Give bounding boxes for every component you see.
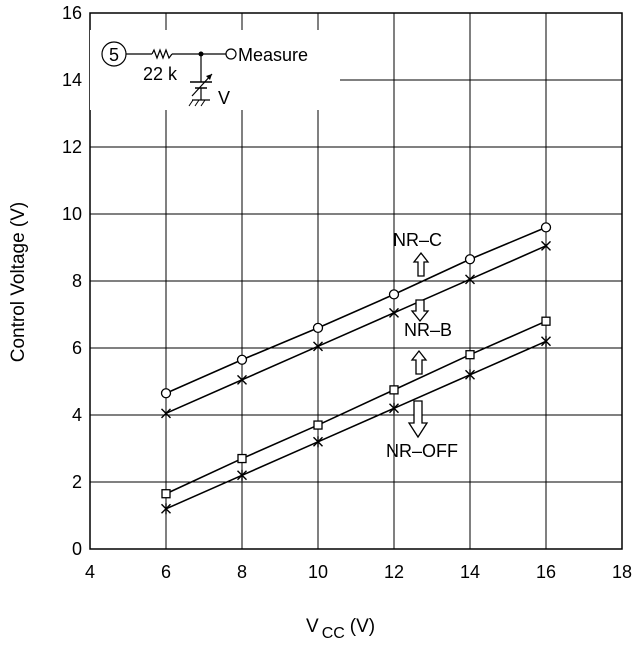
- x-tick-label-1: 6: [161, 562, 171, 582]
- y-tick-label-5: 10: [62, 204, 82, 224]
- label-nr-off: NR–OFF: [386, 441, 458, 461]
- point-s3-0: [161, 503, 171, 515]
- y-tick-label-0: 0: [72, 539, 82, 559]
- x-tick-label-7: 18: [612, 562, 632, 582]
- y-tick-label-7: 14: [62, 70, 82, 90]
- inset-circuit: 5 Measure 22 k V: [90, 30, 340, 110]
- arrow-up-nr-c-icon: [412, 251, 430, 277]
- series-line-1: [165, 245, 547, 415]
- point-s2-0: [161, 489, 171, 499]
- point-s3-1: [237, 469, 247, 481]
- point-s3-4: [465, 369, 475, 381]
- series-line-0: [165, 226, 547, 394]
- point-s3-5: [541, 335, 551, 347]
- plot-frame: [89, 12, 623, 550]
- y-tick-label-3: 6: [72, 338, 82, 358]
- pin-label: 5: [109, 45, 119, 65]
- source-label: V: [218, 88, 230, 108]
- y-tick-label-8: 16: [62, 3, 82, 23]
- point-s2-3: [389, 385, 399, 395]
- series-line-3: [165, 340, 547, 510]
- resistor-icon: [151, 48, 173, 60]
- x-tick-label-5: 14: [460, 562, 480, 582]
- point-s3-2: [313, 436, 323, 448]
- x-tick-label-0: 4: [85, 562, 95, 582]
- series-line-2: [165, 320, 547, 495]
- y-tick-label-4: 8: [72, 271, 82, 291]
- label-nr-c: NR–C: [393, 230, 442, 250]
- measure-terminal-icon: [225, 48, 237, 60]
- resistor-label: 22 k: [143, 64, 178, 84]
- point-s0-3: [388, 289, 400, 300]
- point-s0-0: [160, 388, 172, 399]
- y-tick-labels: 0 2 4 6 8 10 12 14 16: [62, 3, 82, 559]
- x-tick-label-6: 16: [536, 562, 556, 582]
- point-s2-4: [465, 350, 475, 360]
- point-s0-2: [312, 322, 324, 334]
- arrow-down-nr-b-icon: [410, 299, 430, 323]
- point-s2-1: [237, 453, 247, 464]
- x-axis-label-unit: (V): [350, 616, 375, 637]
- point-s0-5: [540, 222, 552, 233]
- x-tick-label-4: 12: [384, 562, 404, 582]
- measure-label: Measure: [238, 45, 308, 65]
- point-s1-5: [541, 240, 551, 251]
- label-nr-b: NR–B: [404, 320, 452, 340]
- x-axis-label-sub: CC: [322, 625, 345, 642]
- point-s0-1: [236, 354, 248, 365]
- point-s1-0: [161, 408, 171, 419]
- point-s1-1: [237, 374, 247, 385]
- arrow-up-nr-b-icon: [410, 349, 428, 375]
- point-s2-5: [541, 316, 551, 326]
- x-tick-label-2: 8: [237, 562, 247, 582]
- point-s1-4: [465, 274, 475, 285]
- point-s1-3: [389, 307, 399, 318]
- y-tick-label-1: 2: [72, 472, 82, 492]
- point-s3-3: [389, 402, 399, 414]
- point-s0-4: [464, 254, 476, 265]
- x-axis-label-main: V: [306, 616, 319, 637]
- point-s1-2: [313, 341, 323, 352]
- y-axis-label: Control Voltage (V): [8, 202, 29, 363]
- y-tick-label-2: 4: [72, 405, 82, 425]
- series-markers: [160, 222, 552, 515]
- x-tick-label-3: 10: [308, 562, 328, 582]
- point-s2-2: [313, 420, 323, 430]
- series-lines: [165, 226, 547, 510]
- x-tick-labels: 4 6 8 10 12 14 16 18: [85, 562, 632, 582]
- arrow-down-nr-off-icon: [407, 400, 429, 439]
- y-tick-label-6: 12: [62, 137, 82, 157]
- x-axis-label: V CC (V): [306, 616, 375, 642]
